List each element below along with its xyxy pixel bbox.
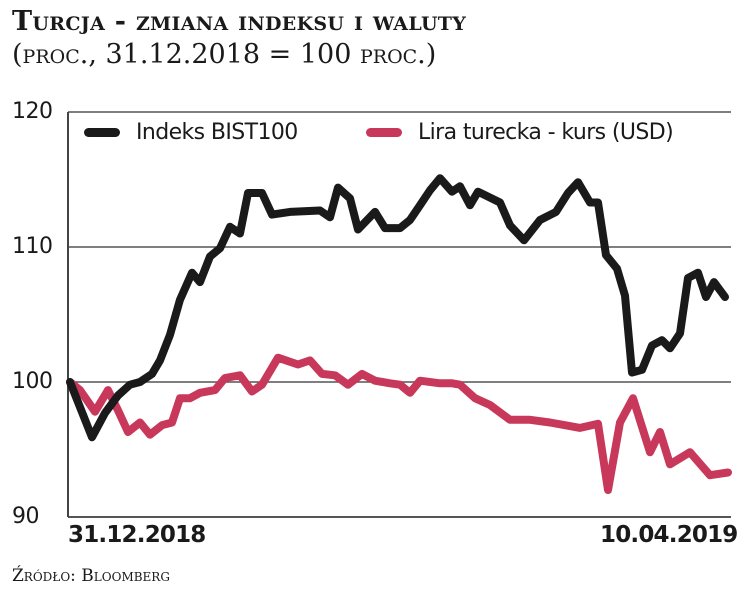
x-label-start: 31.12.2018 bbox=[68, 522, 206, 548]
source-note: Źródło: Bloomberg bbox=[12, 566, 170, 586]
legend-label-bist100: Indeks BIST100 bbox=[136, 120, 298, 145]
series-lines bbox=[66, 174, 732, 494]
legend-swatch-black bbox=[84, 128, 120, 137]
legend-item-lira: Lira turecka - kurs (USD) bbox=[366, 120, 674, 145]
chart-title: Turcja - zmiana indeksu i waluty bbox=[12, 6, 467, 37]
y-tick-120: 120 bbox=[12, 99, 53, 124]
x-label-end: 10.04.2019 bbox=[600, 522, 738, 548]
legend-label-lira: Lira turecka - kurs (USD) bbox=[418, 120, 674, 145]
legend-item-bist100: Indeks BIST100 bbox=[84, 120, 298, 145]
legend-swatch-red bbox=[366, 128, 402, 137]
series-line-lira bbox=[66, 353, 732, 494]
gridlines bbox=[68, 111, 731, 518]
chart-subtitle: (proc., 31.12.2018 = 100 proc.) bbox=[12, 39, 437, 70]
series-line-bist100 bbox=[66, 174, 729, 442]
y-tick-110: 110 bbox=[12, 234, 53, 259]
y-tick-100: 100 bbox=[12, 369, 53, 394]
y-tick-90: 90 bbox=[12, 504, 40, 529]
